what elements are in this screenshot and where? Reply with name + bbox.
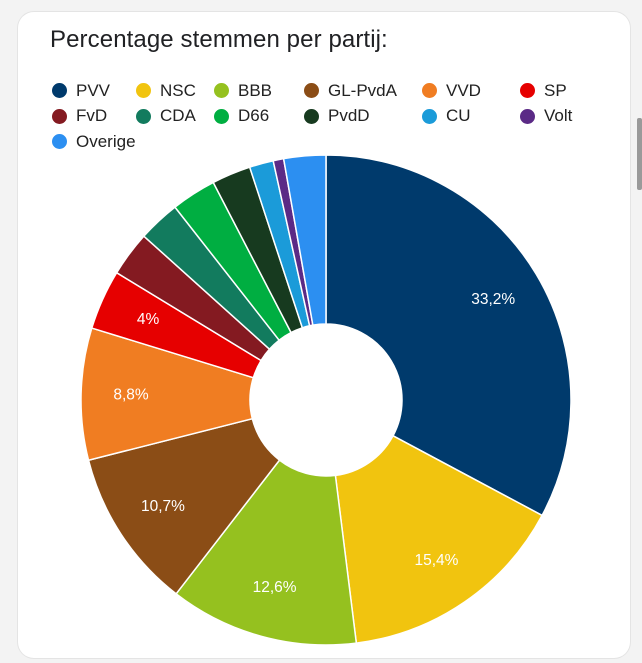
- legend-item[interactable]: FvD: [52, 106, 107, 126]
- legend-item[interactable]: PvdD: [304, 106, 370, 126]
- legend-label: PVV: [76, 80, 111, 100]
- slice-data-label: 4%: [137, 311, 160, 328]
- legend-label: VVD: [446, 80, 481, 100]
- pie-chart: 33,2% 15,4% 12,6% 10,7% 8,8% 4%: [80, 154, 572, 646]
- legend-item[interactable]: CU: [422, 106, 471, 126]
- legend-item[interactable]: Overige: [52, 132, 136, 152]
- pie-slice[interactable]: [175, 459, 358, 646]
- legend-swatch: [136, 83, 151, 99]
- legend-swatch: [52, 108, 67, 124]
- legend-row: FvD CDA D66 PvdD CU Volt: [52, 104, 612, 130]
- legend-item[interactable]: Volt: [520, 106, 572, 126]
- chart-title: Percentage stemmen per partij:: [50, 26, 388, 53]
- legend-swatch: [214, 83, 229, 99]
- pie-slice[interactable]: [80, 327, 255, 462]
- slice-data-label: 33,2%: [471, 291, 515, 308]
- legend-label: FvD: [76, 106, 108, 126]
- legend-swatch: [304, 108, 319, 124]
- legend-item[interactable]: VVD: [422, 81, 481, 101]
- legend-swatch: [214, 108, 229, 124]
- legend-item[interactable]: SP: [520, 81, 567, 101]
- legend-swatch: [422, 83, 437, 99]
- legend-swatch: [304, 83, 319, 99]
- legend-item[interactable]: PVV: [52, 81, 110, 101]
- legend-item[interactable]: GL-PvdA: [304, 81, 397, 101]
- legend-label: GL-PvdA: [328, 80, 397, 100]
- legend-row: Overige: [52, 129, 612, 155]
- pie-slice[interactable]: [87, 417, 281, 595]
- legend-item[interactable]: D66: [214, 106, 269, 126]
- slice-data-label: 8,8%: [113, 386, 149, 403]
- pie-slice[interactable]: [334, 434, 544, 644]
- legend-label: NSC: [160, 80, 196, 100]
- pie-slice[interactable]: [325, 154, 572, 517]
- legend-row: PVV NSC BBB GL-PvdA VVD SP: [52, 78, 612, 104]
- pie-slice[interactable]: [282, 154, 327, 327]
- slice-data-label: 10,7%: [141, 498, 185, 515]
- scrollbar-thumb[interactable]: [637, 118, 642, 190]
- legend-swatch: [52, 83, 67, 99]
- legend-label: D66: [238, 106, 270, 126]
- chart-card: Percentage stemmen per partij: PVV NSC BBB…: [18, 12, 630, 658]
- legend-label: Overige: [76, 131, 136, 151]
- legend-label: CU: [446, 106, 471, 126]
- slice-data-label: 15,4%: [414, 552, 458, 569]
- legend-item[interactable]: BBB: [214, 81, 272, 101]
- legend-swatch: [136, 108, 151, 124]
- legend-swatch: [520, 83, 535, 99]
- legend-label: CDA: [160, 106, 196, 126]
- legend-swatch: [520, 108, 535, 124]
- legend-label: PvdD: [328, 106, 370, 126]
- legend-item[interactable]: NSC: [136, 81, 196, 101]
- legend-swatch: [422, 108, 437, 124]
- legend-label: BBB: [238, 80, 273, 100]
- legend-label: Volt: [544, 106, 573, 126]
- chart-legend: PVV NSC BBB GL-PvdA VVD SP FvD CDA D66 PvdD CU Volt…: [52, 78, 612, 155]
- legend-item[interactable]: CDA: [136, 106, 196, 126]
- legend-swatch: [52, 134, 67, 150]
- slice-data-label: 12,6%: [253, 579, 297, 596]
- legend-label: SP: [544, 80, 567, 100]
